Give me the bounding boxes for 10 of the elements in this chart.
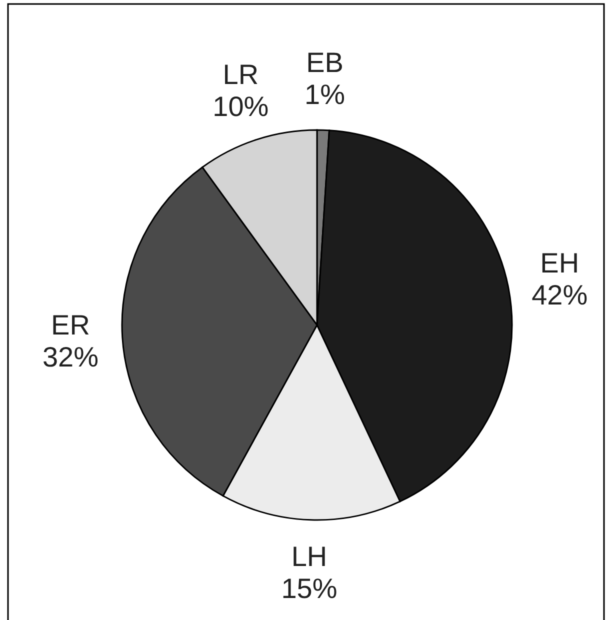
data-label: 15%: [281, 572, 338, 604]
slice-label: LH: [291, 540, 328, 572]
slice-label: LR: [222, 59, 259, 90]
data-label: 1%: [304, 79, 345, 110]
slice-label: EH: [540, 248, 580, 279]
slice-label: EB: [306, 47, 344, 78]
data-label: 10%: [212, 91, 269, 122]
data-label: 42%: [532, 280, 588, 311]
data-label: 32%: [42, 342, 99, 373]
slice-label: ER: [51, 310, 90, 341]
